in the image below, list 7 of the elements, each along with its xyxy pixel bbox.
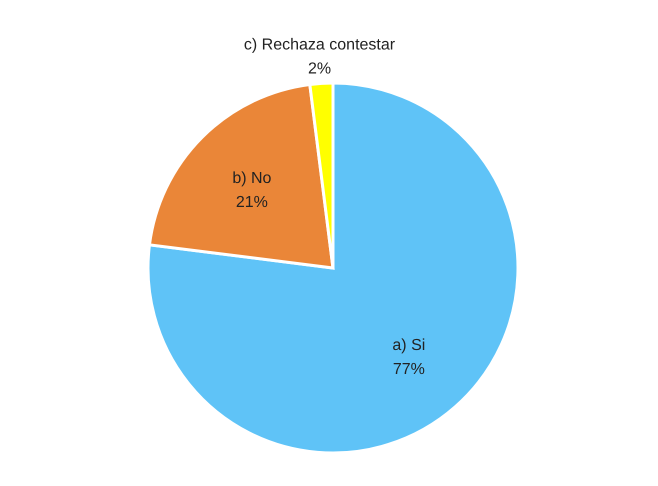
data-label: 21%: [236, 194, 268, 211]
slice-label: a) Si: [392, 337, 426, 354]
data-label: 2%: [308, 60, 332, 78]
data-label: 77%: [392, 361, 425, 378]
slice-label: b) No: [232, 170, 272, 187]
pie-slice: [146, 82, 520, 454]
slice-label: c) Rechaza contestar: [244, 36, 396, 54]
